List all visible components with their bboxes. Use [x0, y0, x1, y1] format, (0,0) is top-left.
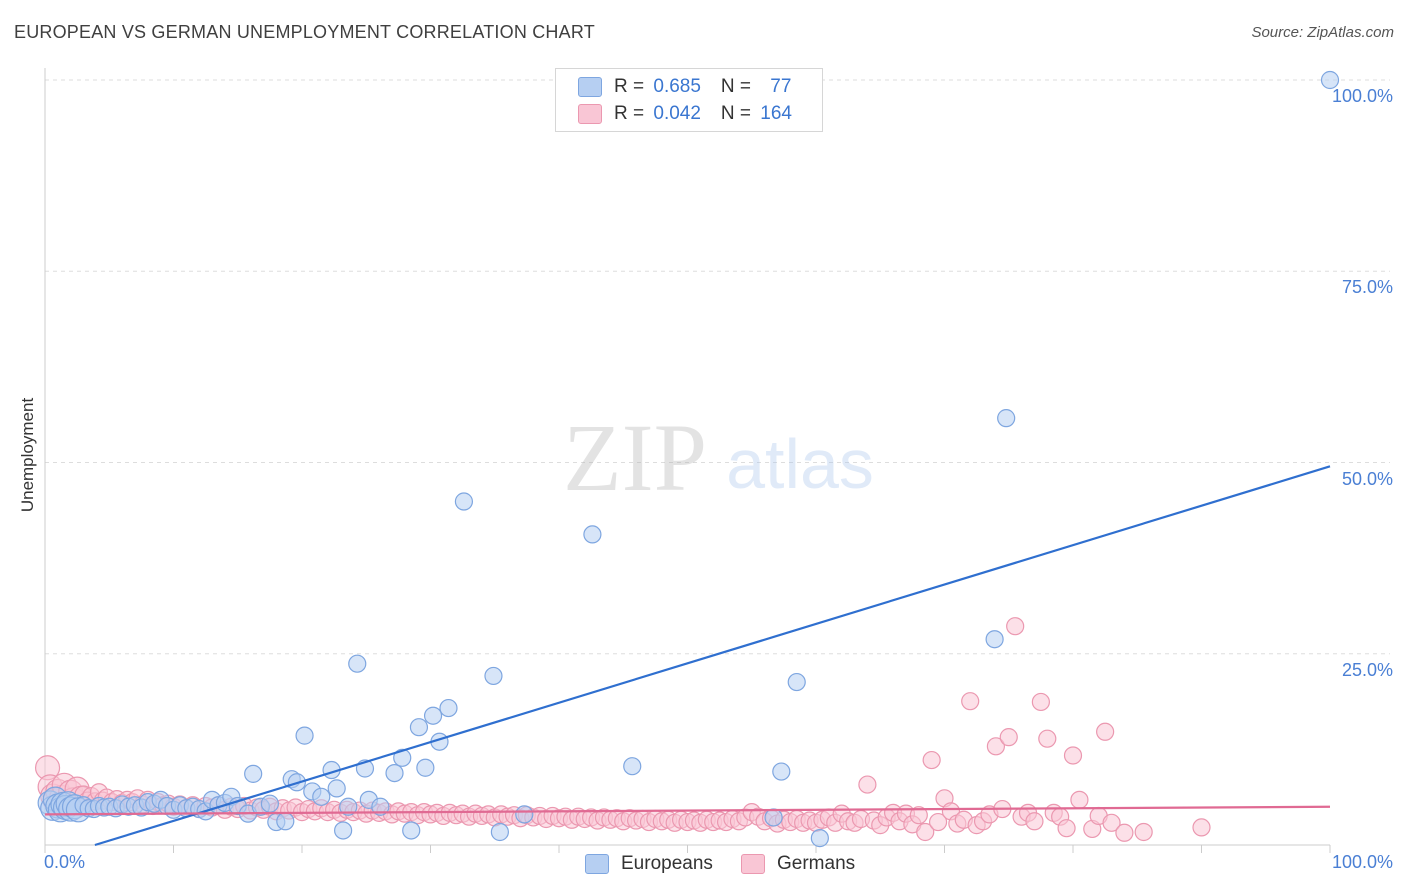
european-point-74 — [985, 630, 1004, 649]
european-point-52 — [348, 654, 367, 673]
european-point-56 — [385, 763, 404, 783]
germans-swatch — [578, 104, 602, 124]
legend-germans-swatch — [741, 854, 765, 874]
source-credit: Source: ZipAtlas.com — [1251, 24, 1394, 41]
germans-n-label: N = — [720, 103, 757, 124]
german-point-170 — [1057, 819, 1076, 838]
germans-n-value: 164 — [760, 103, 792, 124]
watermark-zip: ZIP — [563, 404, 707, 511]
axes — [44, 68, 1331, 853]
european-point-38 — [244, 764, 263, 783]
european-point-50 — [334, 821, 353, 840]
european-point-67 — [515, 805, 534, 824]
european-point-63 — [439, 698, 458, 718]
german-point-159 — [986, 737, 1006, 756]
europeans-r-value: 0.685 — [653, 76, 701, 97]
german-point-178 — [1134, 822, 1153, 842]
european-point-47 — [312, 787, 331, 806]
european-point-61 — [423, 706, 443, 725]
y-tick-label-1: 50.0% — [1341, 468, 1393, 489]
european-point-68 — [583, 525, 602, 544]
german-point-147 — [909, 806, 928, 825]
europeans-trend-line — [94, 465, 1331, 847]
germans-r-label: R = — [614, 103, 650, 124]
grid-lines — [45, 79, 1390, 655]
watermark-atlas: atlas — [726, 425, 874, 503]
legend-europeans-label: Europeans — [621, 853, 713, 874]
y-tick-label-3: 100.0% — [1331, 86, 1393, 106]
european-point-60 — [416, 758, 435, 777]
german-point-139 — [858, 775, 877, 794]
x-tick-min: 0.0% — [44, 852, 86, 872]
european-point-73 — [810, 829, 829, 848]
y-tick-label-0: 25.0% — [1341, 659, 1393, 680]
european-point-42 — [276, 812, 295, 831]
european-point-59 — [409, 718, 429, 737]
german-point-177 — [1115, 823, 1134, 842]
y-tick-label-2: 75.0% — [1341, 277, 1393, 298]
legend-germans[interactable]: Germans — [741, 852, 855, 876]
german-point-162 — [1006, 617, 1025, 636]
german-point-172 — [1070, 790, 1089, 809]
europeans-swatch — [578, 77, 602, 97]
european-point-69 — [623, 757, 642, 776]
legend-europeans[interactable]: Europeans — [585, 852, 713, 876]
german-point-148 — [916, 822, 935, 842]
watermark: ZIP atlas — [563, 404, 874, 511]
europeans-r-label: R = — [614, 76, 650, 97]
european-point-55 — [371, 797, 390, 816]
germans-trend-line — [44, 805, 1331, 816]
german-point-176 — [1102, 813, 1121, 832]
european-point-64 — [454, 492, 474, 511]
german-point-167 — [1038, 729, 1057, 748]
european-point-65 — [484, 666, 503, 686]
european-point-40 — [260, 794, 279, 813]
european-point-66 — [490, 822, 509, 842]
german-point-171 — [1063, 746, 1083, 765]
legend-germans-label: Germans — [777, 853, 856, 874]
german-point-179 — [1192, 818, 1211, 837]
german-point-165 — [1025, 812, 1044, 831]
german-point-150 — [928, 812, 948, 832]
european-point-57 — [393, 748, 412, 767]
legend-europeans-swatch — [585, 854, 609, 874]
chart-title: EUROPEAN VS GERMAN UNEMPLOYMENT CORRELAT… — [14, 22, 595, 42]
stats-row-germans: R = 0.042 N = 164 — [578, 101, 792, 127]
european-point-70 — [764, 808, 783, 827]
stats-box: R = 0.685 N = 77 R = 0.042 N = 164 — [555, 68, 823, 132]
german-point-161 — [999, 728, 1018, 747]
x-tick-max: 100.0% — [1331, 852, 1393, 872]
european-point-51 — [339, 797, 358, 816]
europeans-n-label: N = — [720, 76, 757, 97]
german-point-175 — [1096, 722, 1115, 741]
european-point-58 — [402, 821, 421, 840]
europeans-n-value: 77 — [770, 76, 792, 97]
european-point-75 — [997, 409, 1016, 428]
european-point-72 — [787, 672, 806, 692]
european-point-76 — [1320, 70, 1340, 90]
european-point-71 — [772, 762, 791, 781]
trend-lines — [44, 465, 1331, 847]
german-point-149 — [922, 750, 941, 770]
stats-row-europeans: R = 0.685 N = 77 — [578, 74, 791, 100]
germans-r-value: 0.042 — [653, 103, 701, 124]
european-point-49 — [327, 779, 346, 798]
german-point-166 — [1031, 692, 1050, 712]
european-point-45 — [295, 726, 314, 745]
german-point-155 — [961, 692, 980, 711]
